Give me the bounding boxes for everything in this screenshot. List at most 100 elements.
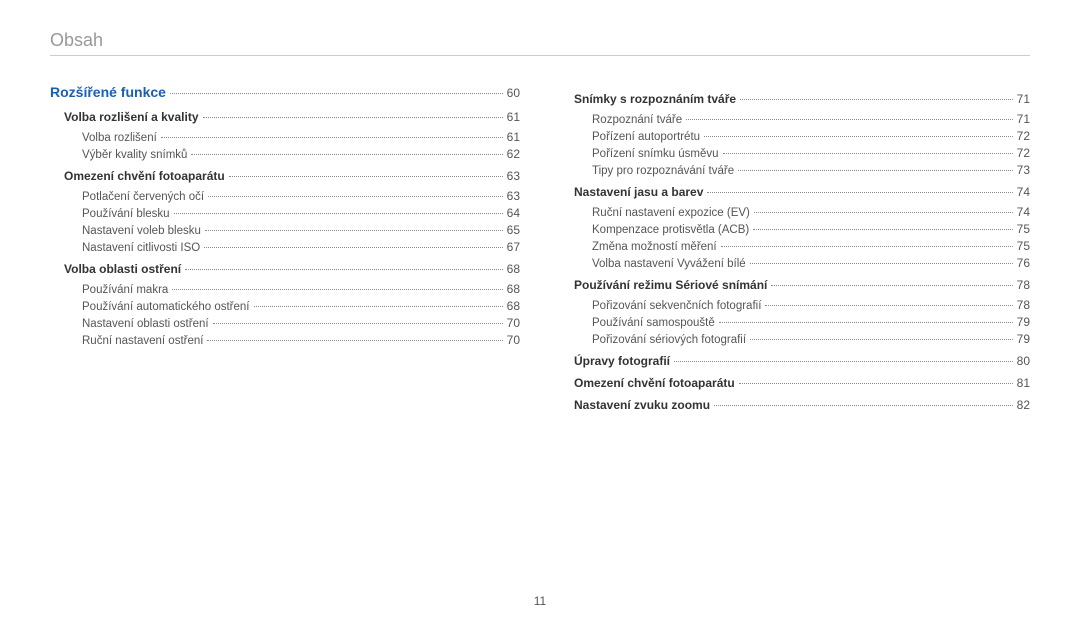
leader-dots <box>207 340 502 341</box>
sub-heading: Volba rozlišení a kvality61 <box>64 110 520 124</box>
item-label: Nastavení citlivosti ISO <box>82 242 200 254</box>
toc-item: Tipy pro rozpoznávání tváře73 <box>592 163 1030 177</box>
page-number: 11 <box>0 594 1080 608</box>
item-label: Rozpoznání tváře <box>592 114 682 126</box>
item-page: 70 <box>507 316 520 330</box>
item-label: Používání blesku <box>82 208 170 220</box>
item-page: 72 <box>1017 146 1030 160</box>
item-page: 78 <box>1017 298 1030 312</box>
item-page: 74 <box>1017 205 1030 219</box>
leader-dots <box>174 213 503 214</box>
leader-dots <box>765 305 1012 306</box>
leader-dots <box>161 137 503 138</box>
item-label: Pořizování sériových fotografií <box>592 334 746 346</box>
leader-dots <box>753 229 1012 230</box>
leader-dots <box>254 306 503 307</box>
item-page: 68 <box>507 282 520 296</box>
item-page: 72 <box>1017 129 1030 143</box>
item-page: 70 <box>507 333 520 347</box>
leader-dots <box>721 246 1013 247</box>
leader-dots <box>738 170 1013 171</box>
leader-dots <box>704 136 1013 137</box>
item-label: Kompenzace protisvětla (ACB) <box>592 224 749 236</box>
toc-item: Změna možností měření 75 <box>592 239 1030 253</box>
sub-heading-label: Nastavení jasu a barev <box>574 185 703 199</box>
toc-item: Pořízení snímku úsměvu72 <box>592 146 1030 160</box>
item-label: Volba nastavení Vyvážení bílé <box>592 258 746 270</box>
item-page: 68 <box>507 299 520 313</box>
item-page: 75 <box>1017 222 1030 236</box>
toc-item: Nastavení citlivosti ISO 67 <box>82 240 520 254</box>
leader-dots <box>719 322 1013 323</box>
sub-heading: Snímky s rozpoznáním tváře71 <box>574 92 1030 106</box>
item-page: 61 <box>507 130 520 144</box>
sub-heading-page: 68 <box>507 262 520 276</box>
sub-heading: Omezení chvění fotoaparátu 81 <box>574 376 1030 390</box>
item-label: Nastavení oblasti ostření <box>82 318 209 330</box>
toc-item: Používání samospouště 79 <box>592 315 1030 329</box>
item-page: 79 <box>1017 315 1030 329</box>
item-page: 62 <box>507 147 520 161</box>
item-label: Používání automatického ostření <box>82 301 250 313</box>
left-groups: Volba rozlišení a kvality61Volba rozliše… <box>50 110 520 347</box>
item-label: Změna možností měření <box>592 241 717 253</box>
item-label: Pořízení autoportrétu <box>592 131 700 143</box>
leader-dots <box>213 323 503 324</box>
leader-dots <box>229 176 503 177</box>
item-page: 71 <box>1017 112 1030 126</box>
leader-dots <box>205 230 503 231</box>
toc-item: Pořizování sériových fotografií 79 <box>592 332 1030 346</box>
item-label: Potlačení červených očí <box>82 191 204 203</box>
page-title: Obsah <box>50 30 1030 56</box>
item-page: 79 <box>1017 332 1030 346</box>
sub-heading-page: 82 <box>1017 398 1030 412</box>
item-label: Používání samospouště <box>592 317 715 329</box>
leader-dots <box>771 285 1012 286</box>
item-page: 64 <box>507 206 520 220</box>
section-label: Rozšířené funkce <box>50 84 166 100</box>
toc-item: Rozpoznání tváře 71 <box>592 112 1030 126</box>
toc-item: Pořízení autoportrétu 72 <box>592 129 1030 143</box>
item-label: Volba rozlišení <box>82 132 157 144</box>
toc-item: Používání makra68 <box>82 282 520 296</box>
sub-heading-page: 63 <box>507 169 520 183</box>
sub-heading-label: Omezení chvění fotoaparátu <box>574 376 735 390</box>
leader-dots <box>191 154 502 155</box>
leader-dots <box>707 192 1012 193</box>
leader-dots <box>170 93 503 94</box>
leader-dots <box>185 269 503 270</box>
item-page: 75 <box>1017 239 1030 253</box>
sub-heading-label: Nastavení zvuku zoomu <box>574 398 710 412</box>
toc-item: Výběr kvality snímků 62 <box>82 147 520 161</box>
toc-item: Volba rozlišení 61 <box>82 130 520 144</box>
item-page: 63 <box>507 189 520 203</box>
sub-heading-label: Volba rozlišení a kvality <box>64 110 199 124</box>
sub-heading: Používání režimu Sériové snímání 78 <box>574 278 1030 292</box>
leader-dots <box>754 212 1013 213</box>
toc-item: Ruční nastavení expozice (EV) 74 <box>592 205 1030 219</box>
item-page: 65 <box>507 223 520 237</box>
leader-dots <box>750 339 1013 340</box>
leader-dots <box>723 153 1013 154</box>
sub-heading-page: 81 <box>1017 376 1030 390</box>
sub-heading-page: 71 <box>1017 92 1030 106</box>
right-groups: Snímky s rozpoznáním tváře71 Rozpoznání t… <box>560 92 1030 412</box>
leader-dots <box>750 263 1013 264</box>
item-page: 73 <box>1017 163 1030 177</box>
toc-item: Volba nastavení Vyvážení bílé 76 <box>592 256 1030 270</box>
right-column: Snímky s rozpoznáním tváře71 Rozpoznání t… <box>560 84 1030 418</box>
item-label: Ruční nastavení ostření <box>82 335 203 347</box>
sub-heading: Omezení chvění fotoaparátu63 <box>64 169 520 183</box>
item-label: Ruční nastavení expozice (EV) <box>592 207 750 219</box>
toc-item: Potlačení červených očí 63 <box>82 189 520 203</box>
sub-heading: Nastavení jasu a barev74 <box>574 185 1030 199</box>
sub-heading-page: 80 <box>1017 354 1030 368</box>
item-page: 67 <box>507 240 520 254</box>
leader-dots <box>208 196 503 197</box>
sub-heading-label: Používání režimu Sériové snímání <box>574 278 767 292</box>
sub-heading-page: 78 <box>1017 278 1030 292</box>
section-page: 60 <box>507 86 520 100</box>
leader-dots <box>740 99 1013 100</box>
item-page: 76 <box>1017 256 1030 270</box>
item-label: Výběr kvality snímků <box>82 149 187 161</box>
